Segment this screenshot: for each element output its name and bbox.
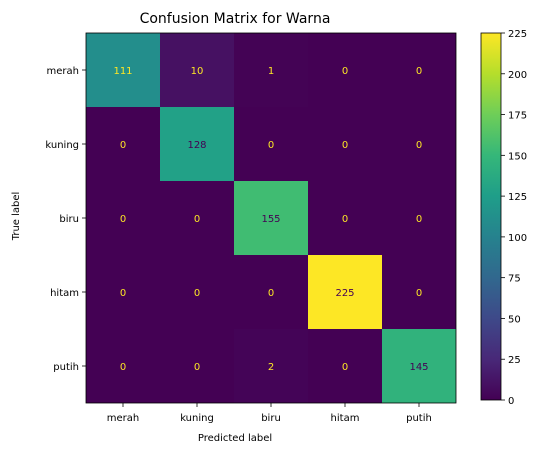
cell-value-label: 0: [416, 288, 422, 299]
matrix-cell: [308, 329, 382, 403]
matrix-cell: [308, 33, 382, 107]
cell-value-label: 0: [342, 362, 348, 373]
matrix-cell: [86, 33, 160, 107]
matrix-cell: [160, 107, 234, 181]
x-tick-label: putih: [406, 413, 432, 424]
colorbar-tick-label: 50: [508, 314, 521, 325]
matrix-cell: [382, 255, 456, 329]
colorbar-tick-label: 200: [508, 70, 527, 81]
colorbar-tick-label: 225: [508, 29, 527, 40]
cell-value-label: 0: [342, 140, 348, 151]
cell-value-label: 0: [416, 214, 422, 225]
colorbar: 0 25 50 75 100 125 150 175 200 225: [480, 29, 527, 407]
y-tick-label: kuning: [45, 140, 79, 151]
x-tick-label: kuning: [180, 413, 214, 424]
y-tick-label: merah: [47, 66, 79, 77]
matrix-cell: [308, 181, 382, 255]
cell-value-label: 145: [409, 362, 428, 373]
matrix-cell: [86, 329, 160, 403]
x-tick-label: merah: [107, 413, 139, 424]
matrix-cell: [308, 107, 382, 181]
y-axis-label: True label: [11, 192, 22, 242]
matrix-cell: [86, 181, 160, 255]
colorbar-gradient: [481, 33, 501, 400]
cell-value-label: 0: [268, 288, 274, 299]
y-tick-label: putih: [53, 362, 79, 373]
cell-value-label: 10: [191, 66, 204, 77]
cell-value-label: 0: [120, 288, 126, 299]
matrix-cell: [86, 255, 160, 329]
x-axis-ticks: merah kuning biru hitam putih: [107, 403, 432, 424]
colorbar-tick-label: 25: [508, 355, 521, 366]
cell-value-label: 0: [342, 66, 348, 77]
matrix-cell: [160, 181, 234, 255]
cell-value-label: 225: [335, 288, 354, 299]
matrix-cell: [86, 107, 160, 181]
chart-title: Confusion Matrix for Warna: [140, 11, 331, 27]
matrix-cell: [234, 329, 308, 403]
colorbar-tick-label: 75: [508, 274, 521, 285]
matrix-grid: 111 10 1 0 00 128 0 0 00 0 155 0 00 0 0 225 00 0 2 0 145: [85, 32, 457, 404]
matrix-cell: [382, 107, 456, 181]
x-axis-label: Predicted label: [198, 433, 272, 444]
matrix-cell: [160, 329, 234, 403]
matrix-cell: [234, 107, 308, 181]
colorbar-tick-label: 100: [508, 233, 527, 244]
cell-value-label: 0: [416, 66, 422, 77]
colorbar-tick-label: 150: [508, 151, 527, 162]
matrix-cell: [234, 181, 308, 255]
cell-value-label: 0: [194, 214, 200, 225]
cell-value-label: 0: [120, 140, 126, 151]
matrix-cell: [234, 255, 308, 329]
cell-value-label: 0: [194, 288, 200, 299]
cell-value-label: 128: [187, 140, 206, 151]
cell-value-label: 0: [120, 214, 126, 225]
colorbar-tick-label: 125: [508, 192, 527, 203]
y-tick-label: hitam: [50, 288, 79, 299]
cell-value-label: 0: [268, 140, 274, 151]
cell-value-label: 0: [120, 362, 126, 373]
matrix-cell: [234, 33, 308, 107]
cell-value-label: 155: [261, 214, 280, 225]
colorbar-frame: [480, 32, 502, 401]
colorbar-tick-label: 175: [508, 111, 527, 122]
cell-value-label: 0: [416, 140, 422, 151]
cell-value-label: 111: [113, 66, 132, 77]
cell-value-label: 0: [194, 362, 200, 373]
matrix-cell: [382, 33, 456, 107]
y-axis-ticks: merah kuning biru hitam putih: [45, 66, 86, 373]
matrix-cell: [160, 33, 234, 107]
matrix-cell: [382, 329, 456, 403]
cell-value-label: 0: [342, 214, 348, 225]
cell-value-label: 1: [268, 66, 274, 77]
x-tick-label: biru: [261, 413, 281, 424]
x-tick-label: hitam: [331, 413, 360, 424]
y-tick-label: biru: [59, 214, 79, 225]
matrix-cell: [382, 181, 456, 255]
colorbar-tick-label: 0: [508, 396, 514, 407]
matrix-cell: [160, 255, 234, 329]
matrix-cell: [308, 255, 382, 329]
cell-value-label: 2: [268, 362, 274, 373]
